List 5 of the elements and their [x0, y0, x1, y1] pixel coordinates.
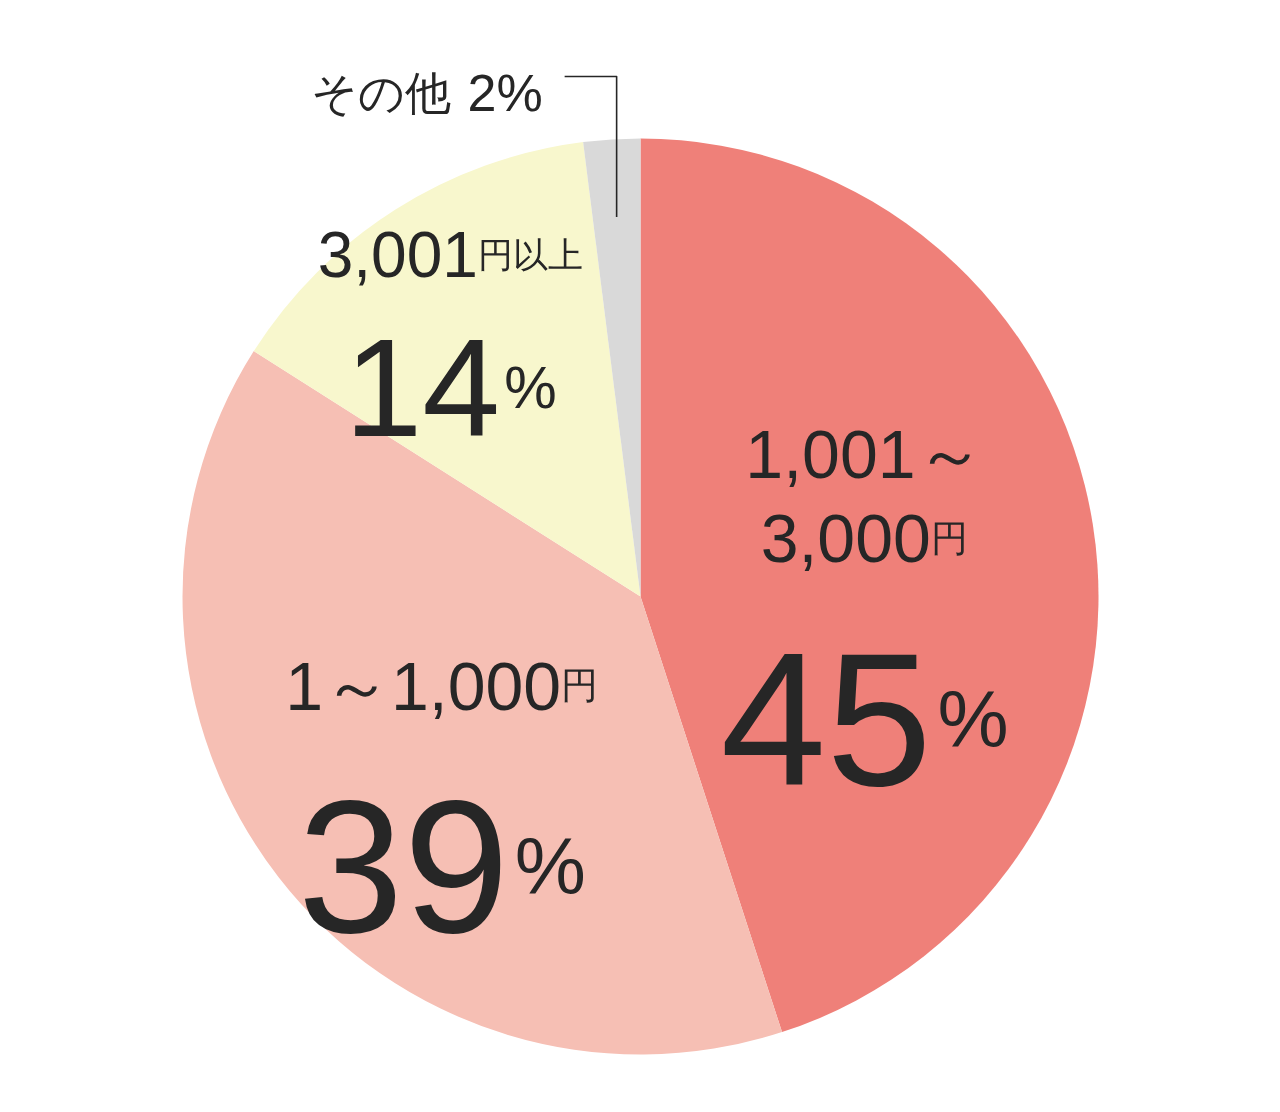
- data-label: 45%: [720, 612, 1009, 825]
- data-label: 2%: [467, 63, 543, 122]
- data-label: 39%: [297, 759, 586, 972]
- data-label: 14%: [344, 308, 557, 466]
- slice-label: その他: [311, 66, 452, 119]
